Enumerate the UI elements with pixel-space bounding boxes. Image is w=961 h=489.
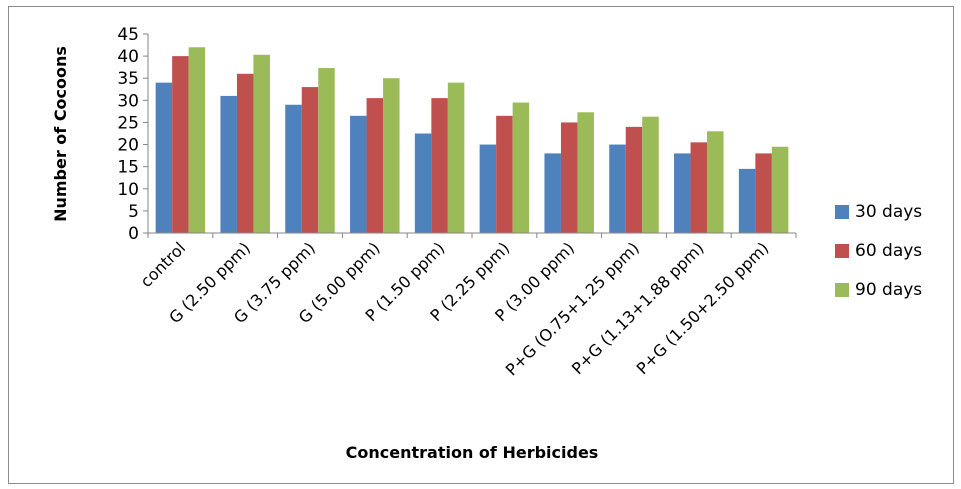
bar-30-days	[155, 82, 173, 234]
bar-30-days	[674, 153, 691, 233]
bar-30-days	[609, 144, 626, 233]
y-tick-label: 20	[117, 136, 139, 156]
y-tick-label: 25	[117, 113, 139, 133]
legend-label: 60 days	[855, 241, 922, 261]
y-tick-label: 15	[117, 158, 139, 178]
bar-60-days	[366, 98, 384, 233]
y-tick-label: 0	[128, 224, 139, 244]
y-tick-label: 5	[128, 202, 139, 222]
legend-swatch	[835, 205, 849, 219]
bar-60-days	[625, 126, 643, 233]
bar-90-days	[188, 47, 206, 234]
legend-label: 90 days	[855, 280, 922, 300]
bar-60-days	[560, 122, 578, 233]
bar-60-days	[690, 142, 708, 233]
bar-30-days	[414, 133, 432, 233]
bar-30-days	[479, 144, 497, 233]
x-category-label: control	[137, 238, 190, 291]
bar-60-days	[755, 153, 772, 233]
bar-30-days	[350, 115, 367, 233]
bar-60-days	[496, 115, 513, 233]
bars-layer	[155, 47, 789, 234]
x-category-label: P+G (O.75+1.25 ppm)	[502, 238, 643, 379]
x-axis-title: Concentration of Herbicides	[346, 443, 599, 462]
bar-30-days	[220, 95, 237, 234]
chart-frame: 0 5 10 15 20 25 30 35 40 45 control G (2.50 ppm) G …	[8, 6, 954, 484]
bar-90-days	[318, 68, 335, 233]
bar-90-days	[447, 82, 465, 234]
bar-60-days	[301, 87, 319, 233]
bar-60-days	[172, 56, 189, 233]
x-category-label: P+G (1.13+1.88 ppm)	[568, 238, 708, 378]
legend-swatch	[835, 283, 849, 297]
bar-60-days	[236, 73, 254, 233]
legend-swatch	[835, 244, 849, 258]
y-axis-title: Number of Cocoons	[51, 46, 70, 222]
legend: 30 days 60 days 90 days	[835, 202, 922, 300]
legend-label: 30 days	[855, 202, 922, 222]
bar-90-days	[577, 112, 594, 233]
y-tick-label: 10	[117, 180, 139, 200]
y-tick-label: 35	[117, 69, 139, 89]
bar-90-days	[771, 146, 789, 233]
bar-90-days	[707, 131, 724, 233]
x-category-label: P+G (1.50+2.50 ppm)	[633, 238, 773, 378]
bar-90-days	[253, 54, 270, 234]
bar-30-days	[285, 104, 302, 233]
y-tick-label: 40	[117, 47, 139, 67]
bar-60-days	[431, 98, 448, 233]
y-tick-label: 45	[117, 25, 139, 45]
bar-90-days	[642, 116, 659, 233]
bar-90-days	[512, 102, 530, 234]
bar-30-days	[544, 153, 561, 233]
bar-30-days	[738, 168, 756, 233]
y-tick-label: 30	[117, 91, 139, 111]
bar-90-days	[383, 78, 400, 233]
